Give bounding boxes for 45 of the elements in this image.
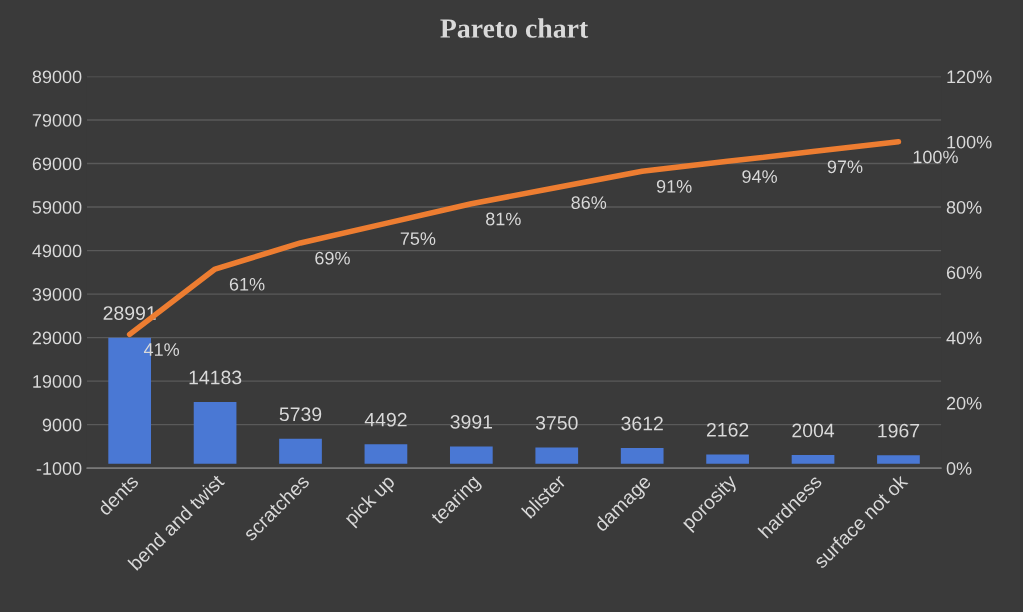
bar: [364, 444, 408, 464]
bar: [449, 446, 493, 464]
data-label: 3750: [535, 416, 578, 430]
y-tick-label: -1000: [36, 462, 82, 475]
data-label: 5739: [279, 407, 322, 422]
data-label: 86%: [571, 196, 607, 210]
data-label: 2004: [792, 423, 835, 438]
data-label: 4492: [364, 412, 407, 427]
y2-tick-label: 20%: [946, 396, 982, 410]
y2-tick-label: 80%: [946, 200, 982, 214]
bar: [877, 455, 920, 464]
data-label: 94%: [742, 170, 777, 183]
y-tick-label: 19000: [33, 375, 82, 388]
bar: [279, 438, 322, 464]
data-label: 14183: [189, 370, 242, 385]
y2-tick-label: 120%: [947, 70, 992, 84]
bar: [535, 447, 579, 464]
data-label: 91%: [656, 179, 692, 193]
data-label: 61%: [229, 277, 265, 291]
y-tick-label: 49000: [32, 244, 82, 258]
y-tick-label: 59000: [32, 200, 82, 214]
y-tick-label: 39000: [32, 288, 82, 301]
chart-title: Pareto chart: [440, 18, 589, 38]
data-label: 3991: [450, 414, 493, 429]
data-label: 69%: [315, 251, 350, 265]
y-tick-label: 29000: [32, 331, 82, 345]
y2-tick-label: 40%: [946, 331, 982, 345]
data-label: 2162: [706, 422, 749, 437]
y-tick-label: 69000: [32, 157, 82, 171]
y-tick-label: 79000: [32, 113, 82, 127]
y2-tick-label: 60%: [946, 266, 982, 280]
y2-tick-label: 0%: [946, 462, 972, 475]
bar: [791, 455, 835, 464]
data-label: 3612: [621, 416, 663, 431]
y-tick-label: 89000: [32, 70, 82, 84]
data-label: 81%: [486, 212, 521, 226]
data-label: 1967: [878, 423, 920, 438]
y2-tick-label: 100%: [947, 135, 992, 149]
data-label: 97%: [827, 160, 863, 174]
bar: [193, 402, 237, 464]
y-tick-label: 9000: [42, 418, 82, 432]
bar: [620, 448, 664, 464]
data-label: 75%: [400, 232, 436, 245]
data-label: 100%: [913, 150, 958, 164]
bar: [706, 454, 749, 464]
